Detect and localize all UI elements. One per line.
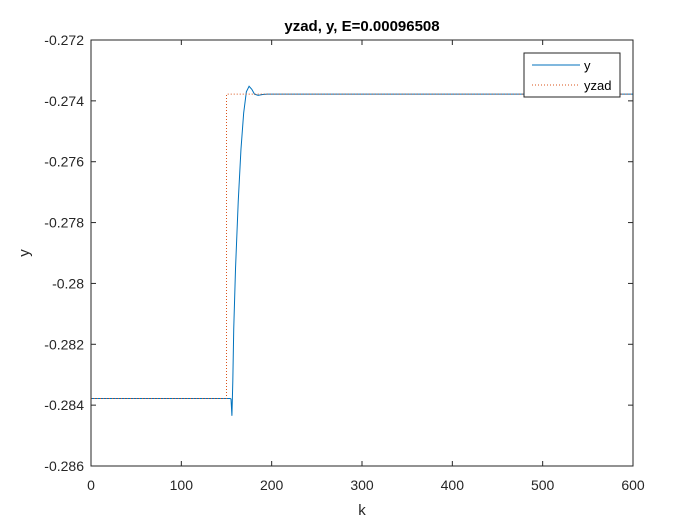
x-tick-label: 600 <box>621 477 645 493</box>
legend-label-yzad: yzad <box>584 78 611 93</box>
y-tick-label: -0.286 <box>44 458 84 474</box>
y-tick-label: -0.282 <box>44 336 84 352</box>
y-tick-label: -0.28 <box>52 275 84 291</box>
series-line-y <box>91 85 633 416</box>
x-tick-label: 300 <box>350 477 374 493</box>
x-tick-label: 500 <box>531 477 555 493</box>
x-tick-label: 0 <box>87 477 95 493</box>
axes-layer: 0 100 200 300 400 500 600 -0.272 -0.274 -0.276 -0.… <box>44 32 645 493</box>
legend-box <box>523 52 621 98</box>
plot-area <box>91 40 633 466</box>
y-tick-label: -0.274 <box>44 93 84 109</box>
y-tick-label: -0.278 <box>44 215 84 231</box>
y-tick-label: -0.272 <box>44 32 84 48</box>
y-axis-label: y <box>16 249 33 257</box>
y-tick-label: -0.284 <box>44 397 84 413</box>
y-tick-label: -0.276 <box>44 154 84 170</box>
legend-label-y: y <box>584 58 591 73</box>
x-tick-label: 200 <box>260 477 284 493</box>
plot-background <box>91 40 633 466</box>
legend: y yzad <box>523 52 621 98</box>
series-layer <box>91 85 633 416</box>
x-tick-label: 100 <box>170 477 194 493</box>
x-tick-label: 400 <box>441 477 465 493</box>
x-axis-label: k <box>358 502 366 519</box>
chart-title: yzad, y, E=0.00096508 <box>284 18 439 35</box>
